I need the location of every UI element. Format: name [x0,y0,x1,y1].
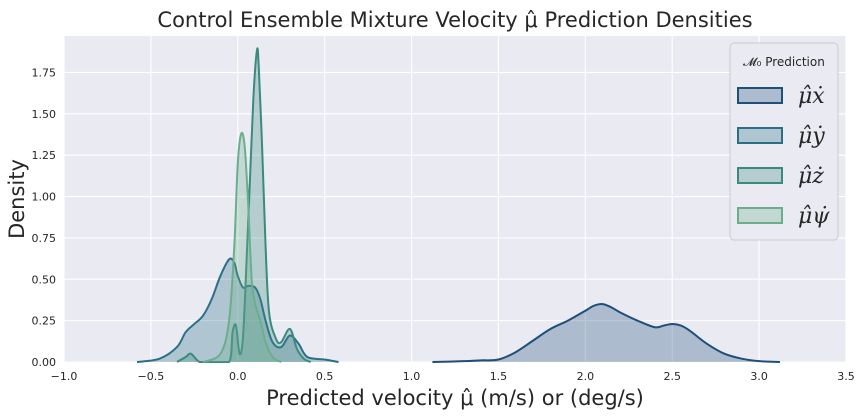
x-tick-label: 3.0 [750,370,768,383]
y-tick-label: 1.25 [32,149,57,162]
x-tick-labels: −1.0 −0.5 0.0 0.5 1.0 1.5 2.0 2.5 3.0 3.5 [51,370,855,383]
legend-swatch-4 [737,207,783,224]
x-tick-label: 2.0 [577,370,595,383]
x-tick-label: −1.0 [51,370,78,383]
y-tick-label: 0.75 [32,232,57,245]
y-tick-label: 1.75 [32,66,57,79]
x-tick-label: 0.0 [229,370,247,383]
legend-swatch-1 [737,87,783,104]
legend-box [729,42,839,241]
y-tick-label: 0.50 [32,273,57,286]
x-tick-label: 0.5 [316,370,334,383]
x-tick-label: 3.5 [837,370,855,383]
density-area-4 [203,132,282,362]
y-tick-label: 0.25 [32,315,57,328]
legend-label-2: μ̂ẏ [798,124,825,149]
x-tick-label: 1.5 [490,370,508,383]
y-tick-label: 1.50 [32,108,57,121]
chart-title: Control Ensemble Mixture Velocity μ̂ Pre… [157,8,752,32]
legend-label-1: μ̂ẋ [798,84,825,109]
density-line-3 [176,47,312,364]
x-tick-label: 2.5 [663,370,681,383]
legend-title: 𝓜₀ Prediction [743,55,825,69]
grid [63,36,847,363]
legend: 𝓜₀ Prediction μ̂ẋ μ̂ẏ μ̂ż μ̂ψ̇ [729,42,839,241]
y-tick-labels: 0.00 0.25 0.50 0.75 1.00 1.25 1.50 1.75 [32,66,57,369]
x-tick-label: 1.0 [403,370,421,383]
plot-background [64,36,846,362]
y-tick-label: 0.00 [32,356,57,369]
x-tick-label: −0.5 [138,370,165,383]
legend-label-4: μ̂ψ̇ [798,204,830,229]
legend-swatch-3 [737,167,783,184]
density-area-2 [136,258,339,362]
x-axis-title: Predicted velocity μ̂ (m/s) or (deg/s) [266,386,644,410]
density-series [136,47,781,364]
density-line-4 [202,131,282,363]
density-line-1 [432,303,781,363]
y-tick-label: 1.00 [32,191,57,204]
density-area-1 [432,304,780,362]
y-axis-title: Density [5,159,29,239]
legend-label-3: μ̂ż [798,164,824,189]
legend-swatch-2 [737,127,783,144]
legend-items: μ̂ẋ μ̂ẏ μ̂ż μ̂ψ̇ [737,84,830,229]
